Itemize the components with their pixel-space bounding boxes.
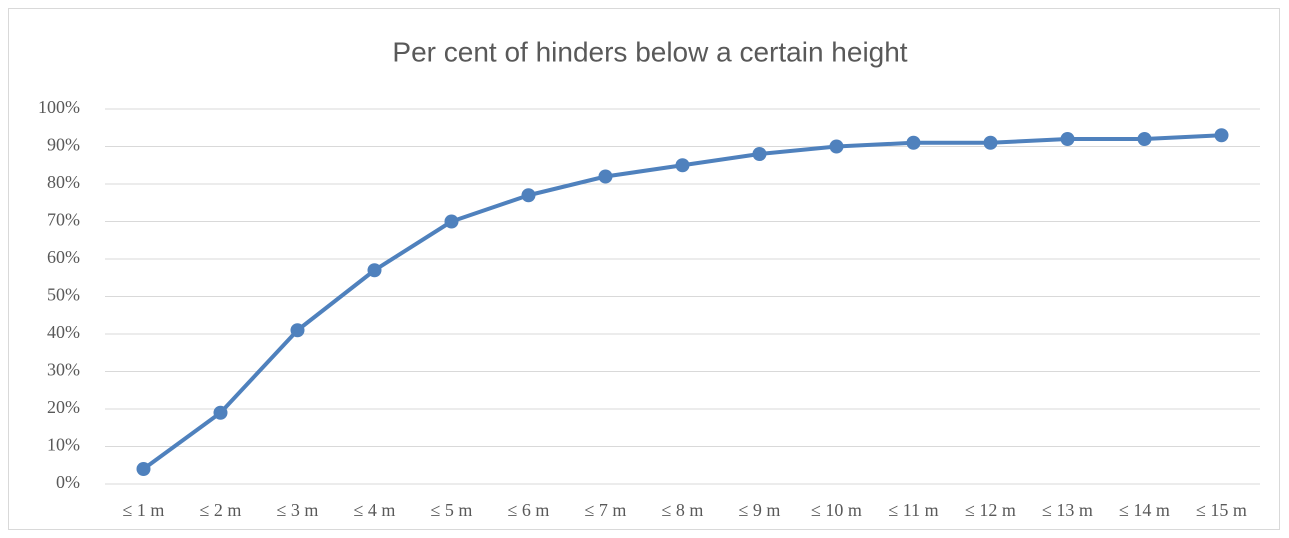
marker	[983, 135, 998, 150]
marker	[675, 158, 690, 173]
x-tick-label: ≤ 14 m	[1119, 500, 1170, 520]
y-tick-label: 80%	[47, 172, 80, 192]
x-tick-label: ≤ 11 m	[888, 500, 938, 520]
x-tick-label: ≤ 5 m	[431, 500, 473, 520]
marker	[1060, 132, 1075, 146]
y-tick-label: 0%	[56, 472, 80, 492]
x-tick-label: ≤ 1 m	[123, 500, 165, 520]
chart-border	[8, 8, 1280, 530]
y-tick-label: 70%	[47, 210, 80, 230]
y-tick-label: 40%	[47, 322, 80, 342]
marker	[906, 135, 921, 150]
marker	[367, 263, 382, 278]
marker	[136, 462, 151, 476]
chart-title: Per cent of hinders below a certain heig…	[392, 36, 907, 67]
marker	[290, 323, 305, 338]
y-tick-label: 20%	[47, 397, 80, 417]
y-tick-label: 100%	[38, 97, 80, 117]
marker	[213, 405, 228, 420]
x-tick-label: ≤ 4 m	[354, 500, 396, 520]
x-tick-label: ≤ 2 m	[200, 500, 242, 520]
marker	[444, 214, 459, 229]
marker	[752, 147, 767, 161]
marker	[521, 188, 536, 203]
x-tick-label: ≤ 9 m	[739, 500, 781, 520]
y-tick-label: 90%	[47, 135, 80, 155]
x-tick-label: ≤ 15 m	[1196, 500, 1247, 520]
marker	[1137, 132, 1152, 146]
x-tick-label: ≤ 7 m	[585, 500, 627, 520]
y-tick-label: 30%	[47, 360, 80, 380]
x-tick-label: ≤ 6 m	[508, 500, 550, 520]
marker	[829, 139, 844, 154]
marker	[1214, 128, 1229, 143]
x-tick-label: ≤ 13 m	[1042, 500, 1093, 520]
x-tick-label: ≤ 3 m	[277, 500, 319, 520]
marker	[598, 169, 613, 184]
x-tick-label: ≤ 10 m	[811, 500, 862, 520]
x-tick-label: ≤ 12 m	[965, 500, 1016, 520]
y-tick-label: 60%	[47, 247, 80, 267]
x-tick-label: ≤ 8 m	[662, 500, 704, 520]
y-tick-label: 50%	[47, 285, 80, 305]
y-tick-label: 10%	[47, 435, 80, 455]
